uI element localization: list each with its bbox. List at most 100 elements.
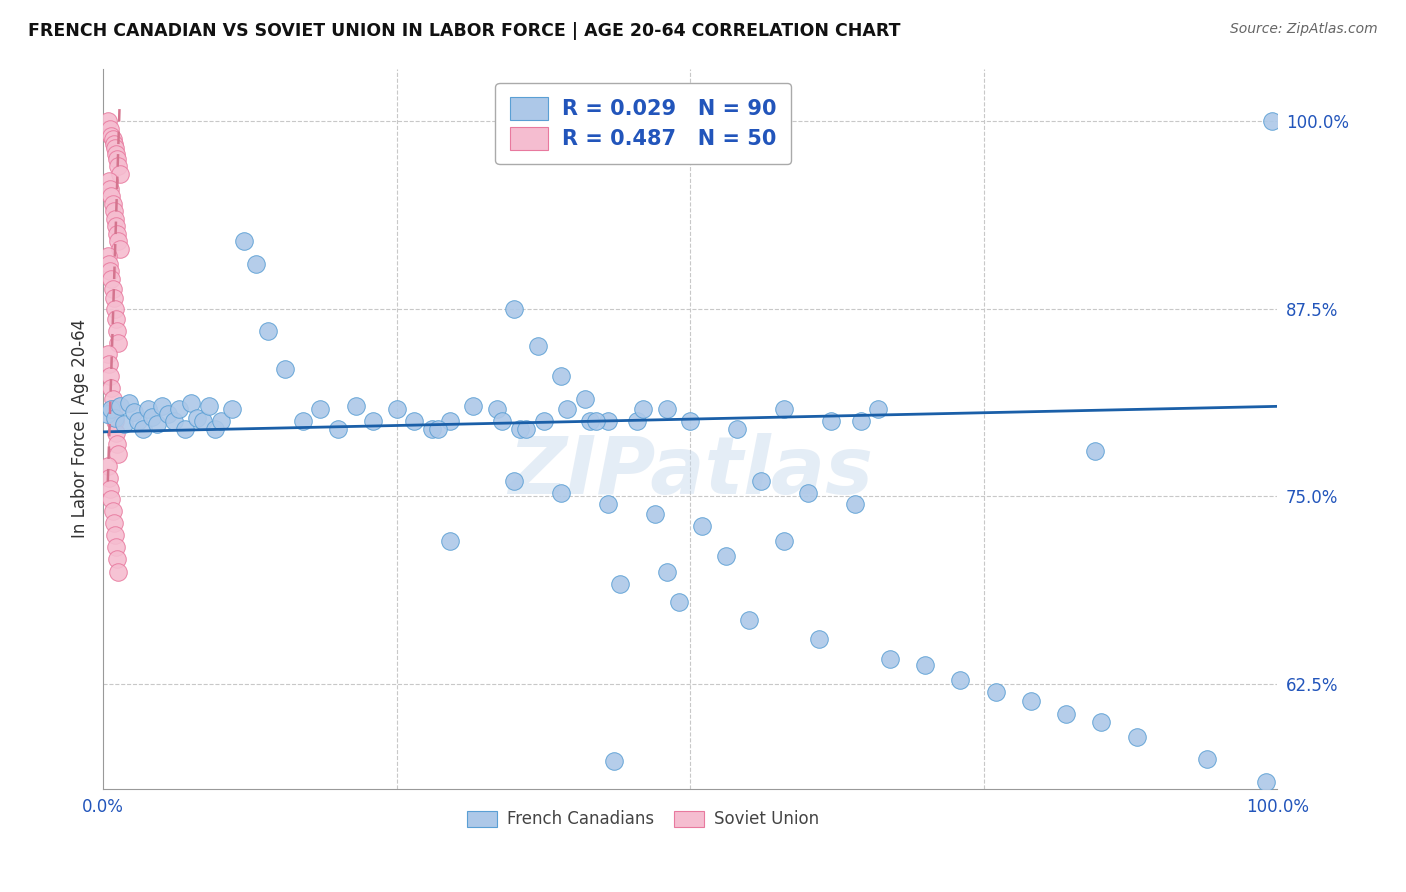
Point [633,402,655,417]
Point [107,234,129,248]
Point [107,159,129,173]
Point [385,402,408,417]
Point [585,414,607,428]
Point [156,407,179,421]
Point [655,565,678,579]
Point [101,282,124,296]
Point [644,508,666,522]
Point [461,400,484,414]
Point [609,576,631,591]
Point [104,141,127,155]
Point [112,417,135,432]
Point [98,471,121,485]
Point [526,339,548,353]
Point [108,167,131,181]
Point [174,422,197,436]
Point [555,402,578,417]
Point [1125,730,1147,744]
Point [603,754,626,768]
Text: ZIPatlas: ZIPatlas [508,434,873,511]
Point [1260,114,1282,128]
Point [598,414,620,428]
Point [221,402,243,417]
Y-axis label: In Labor Force | Age 20-64: In Labor Force | Age 20-64 [72,319,89,539]
Point [291,414,314,428]
Point [98,482,121,496]
Point [655,402,678,417]
Point [204,422,226,436]
Point [574,392,596,406]
Point [773,402,796,417]
Point [98,181,121,195]
Point [309,402,332,417]
Point [245,257,267,271]
Point [101,132,124,146]
Point [105,219,128,234]
Point [122,405,145,419]
Point [162,414,184,428]
Point [1090,714,1112,729]
Point [98,264,121,278]
Point [749,475,772,489]
Point [146,417,169,432]
Point [127,414,149,428]
Point [404,414,426,428]
Point [1019,693,1042,707]
Point [326,422,349,436]
Point [738,613,761,627]
Point [256,324,278,338]
Point [191,414,214,428]
Point [868,402,890,417]
Point [169,402,191,417]
Point [103,516,125,531]
Point [509,422,531,436]
Point [361,414,384,428]
Point [100,402,122,417]
Point [1084,444,1107,458]
Point [679,414,702,428]
Point [598,497,620,511]
Point [491,414,513,428]
Point [98,357,121,371]
Point [104,411,127,425]
Point [104,414,127,428]
Point [690,519,713,533]
Point [105,152,128,166]
Point [344,400,367,414]
Point [186,411,208,425]
Point [107,336,129,351]
Point [105,426,128,441]
Point [105,227,128,241]
Point [105,541,128,555]
Point [107,565,129,579]
Point [1054,707,1077,722]
Point [100,492,122,507]
Legend: French Canadians, Soviet Union: French Canadians, Soviet Union [461,804,827,835]
Point [105,437,128,451]
Point [150,400,173,414]
Point [101,504,124,518]
Point [98,369,121,384]
Point [98,174,121,188]
Point [104,301,127,316]
Point [97,459,120,474]
Point [96,407,118,421]
Point [101,392,124,406]
Point [844,497,866,511]
Point [849,414,872,428]
Point [274,361,297,376]
Point [107,447,129,461]
Point [180,396,202,410]
Point [579,414,602,428]
Point [103,204,125,219]
Point [105,312,128,326]
Point [984,684,1007,698]
Point [503,301,526,316]
Point [100,129,122,144]
Point [1254,774,1277,789]
Point [103,291,125,305]
Point [949,673,972,687]
Point [104,211,127,226]
Point [1195,752,1218,766]
Point [97,114,120,128]
